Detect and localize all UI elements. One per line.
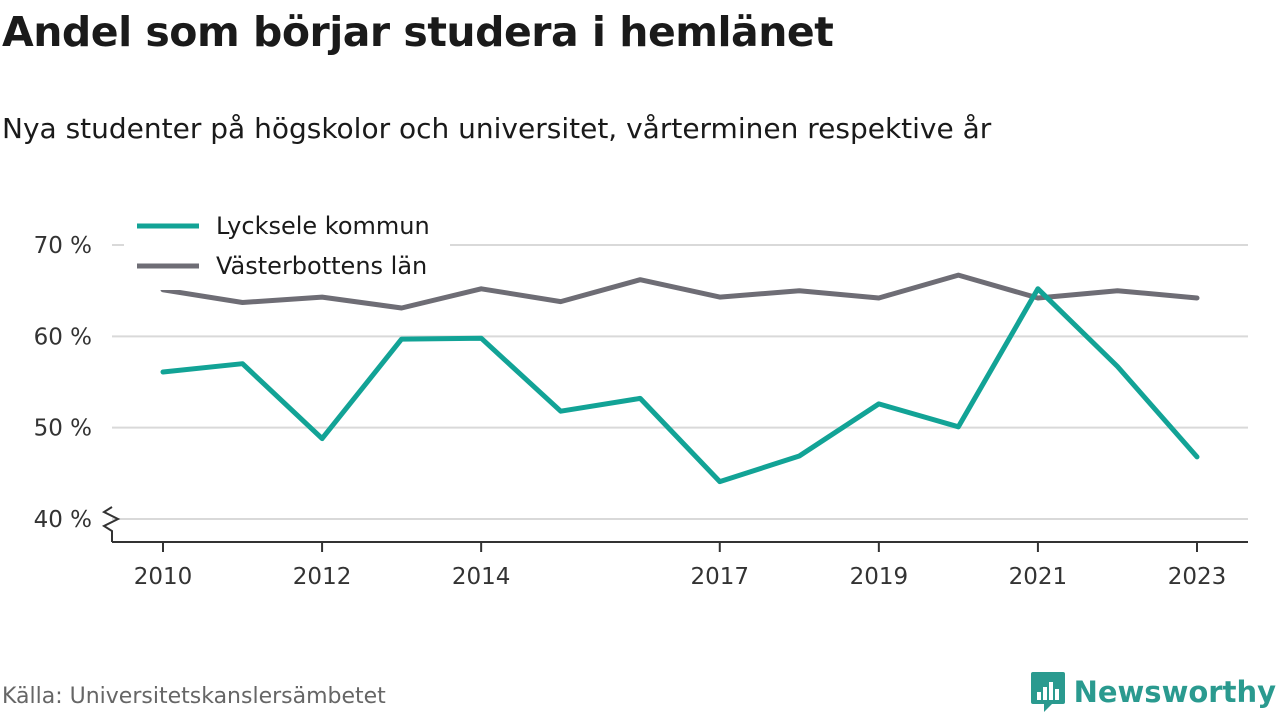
legend-label-v-sterbottens-l-n: Västerbottens län [216, 252, 427, 280]
x-tick-label-2023: 2023 [1168, 564, 1227, 590]
series-lines [160, 272, 1200, 485]
x-tick-label-2012: 2012 [293, 564, 352, 590]
y-tick-label-50: 50 % [34, 416, 92, 442]
y-axis: 40 % 50 % 60 % 70 % [34, 233, 121, 542]
x-tick-label-2021: 2021 [1009, 564, 1068, 590]
chart-subtitle: Nya studenter på högskolor och universit… [2, 112, 992, 145]
legend-label-lycksele-kommun: Lycksele kommun [216, 212, 430, 240]
y-tick-label-60: 60 % [34, 324, 92, 350]
brand[interactable]: Newsworthy [1030, 670, 1276, 714]
legend-background [124, 205, 450, 290]
y-tick-label-70: 70 % [34, 233, 92, 259]
y-tick-label-40: 40 % [34, 507, 92, 533]
x-tick-label-2010: 2010 [134, 564, 193, 590]
x-tick-label-2014: 2014 [452, 564, 511, 590]
chart-title: Andel som börjar studera i hemlänet [2, 8, 834, 56]
brand-name: Newsworthy [1073, 675, 1276, 709]
series-line-lycksele-kommun [160, 286, 1200, 485]
bar-chart-speech-bubble-icon [1030, 672, 1065, 712]
x-axis: 2010 2012 2014 2017 2019 2021 2023 [112, 541, 1248, 590]
legend: Lycksele kommun Västerbottens län [124, 205, 450, 290]
series-line-v-sterbottens-l-n [160, 272, 1200, 311]
x-tick-label-2017: 2017 [690, 564, 749, 590]
x-tick-label-2019: 2019 [850, 564, 909, 590]
y-axis-break [101, 506, 121, 542]
source-note: Källa: Universitetskanslersämbetet [2, 684, 386, 709]
